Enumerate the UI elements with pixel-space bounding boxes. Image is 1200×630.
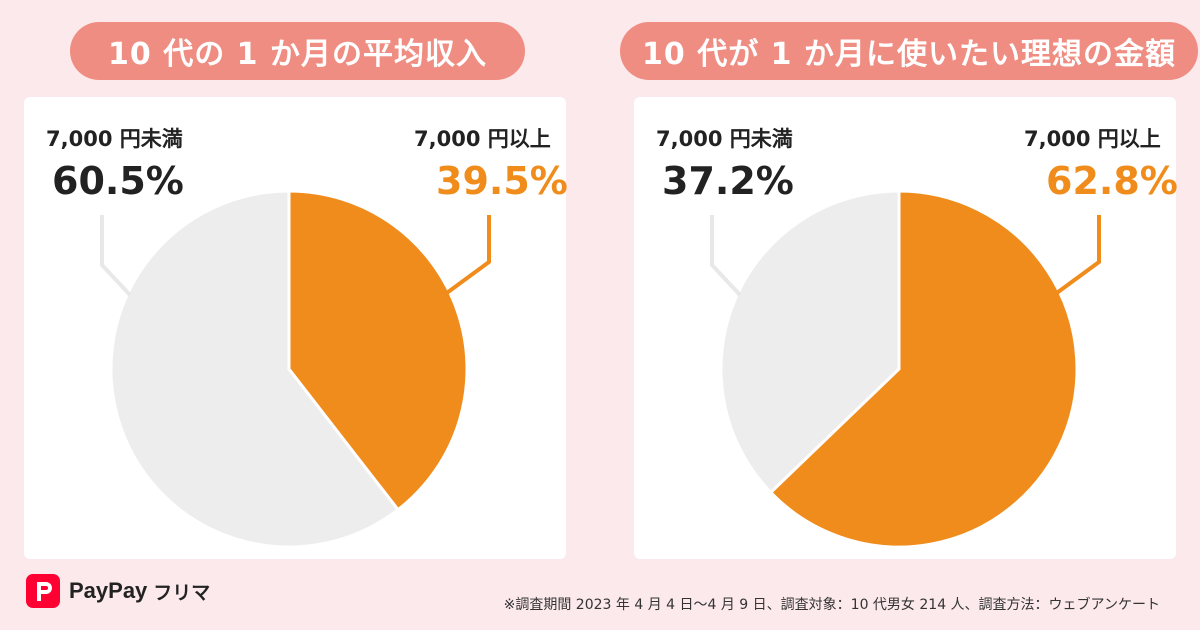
pie-chart-left: [100, 189, 491, 549]
label-over-7000: 7,000 円以上: [1024, 127, 1161, 151]
chart-panel-left: 7,000 円未満 60.5% 7,000 円以上 39.5%: [24, 97, 568, 559]
pie-chart-right: [710, 189, 1101, 549]
paypay-fleamarket-logo: PayPay フリマ: [26, 574, 210, 608]
chart-title-left: 10 代の 1 か月の平均収入: [70, 22, 525, 80]
value-over-7000: 39.5%: [436, 159, 568, 203]
paypay-logo-icon: [26, 574, 60, 608]
chart-panel-right: 7,000 円未満 37.2% 7,000 円以上 62.8%: [634, 97, 1178, 559]
pie-slice-over-7000: [109, 189, 401, 549]
value-under-7000: 60.5%: [52, 159, 184, 203]
chart-title-right: 10 代が 1 か月に使いたい理想の金額: [620, 22, 1198, 80]
label-under-7000: 7,000 円未満: [46, 127, 183, 151]
pie-slice-under-7000: [287, 189, 469, 512]
label-under-7000: 7,000 円未満: [656, 127, 793, 151]
leader-line-under: [710, 215, 742, 297]
brand-name: PayPay: [69, 578, 148, 603]
label-over-7000: 7,000 円以上: [414, 127, 551, 151]
value-over-7000: 62.8%: [1046, 159, 1178, 203]
survey-note: ※調査期間 2023 年 4 月 4 日〜4 月 9 日、調査対象：10 代男女…: [503, 597, 1160, 613]
leader-line-over: [1052, 215, 1101, 297]
leader-line-under: [100, 215, 132, 297]
pie-slice-under-7000: [719, 189, 901, 495]
leader-line-over: [442, 215, 491, 297]
pie-slice-over-7000: [768, 189, 1079, 549]
brand-sub: フリマ: [153, 581, 211, 604]
value-under-7000: 37.2%: [662, 159, 794, 203]
